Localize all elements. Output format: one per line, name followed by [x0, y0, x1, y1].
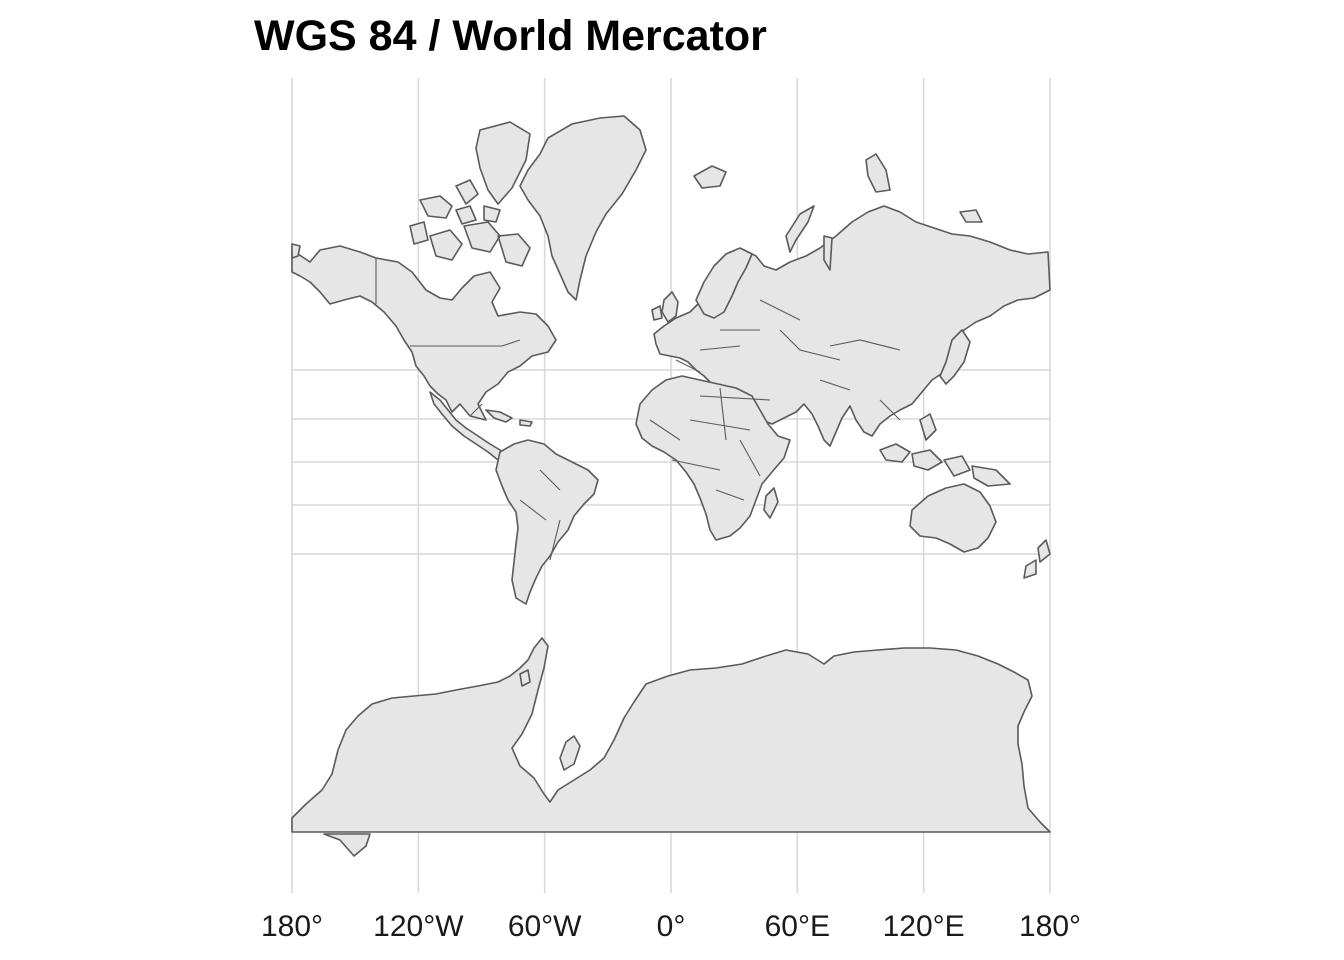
new-zealand — [1023, 539, 1051, 579]
arctic-islands — [409, 121, 531, 267]
scandinavia — [695, 247, 753, 319]
x-axis-labels: 180° 120°W 60°W 0° 60°E 120°E 180° — [261, 910, 1081, 943]
caribbean-islands — [485, 409, 533, 427]
x-tick-label: 120°E — [883, 910, 965, 943]
country-borders — [375, 258, 901, 561]
map-title: WGS 84 / World Mercator — [254, 12, 767, 60]
landmasses — [291, 115, 1051, 857]
south-america — [495, 439, 599, 605]
arctic-russia-islands — [785, 153, 983, 271]
x-tick-label: 120°W — [373, 910, 464, 943]
north-america — [291, 245, 557, 421]
africa — [635, 375, 791, 541]
greenland — [519, 115, 647, 301]
australia — [909, 483, 997, 553]
antarctica — [291, 637, 1051, 833]
chukotka-west — [291, 243, 301, 259]
japan — [939, 329, 971, 385]
x-tick-label: 60°E — [765, 910, 830, 943]
x-tick-label: 180° — [1019, 910, 1081, 943]
x-tick-label: 180° — [261, 910, 323, 943]
antarctica-edge — [323, 833, 371, 857]
antarctic-islands — [519, 669, 581, 771]
iceland — [693, 165, 727, 189]
madagascar — [763, 487, 779, 519]
british-isles — [651, 291, 679, 323]
x-tick-label: 0° — [657, 910, 686, 943]
indonesia-philippines — [879, 413, 1011, 487]
x-tick-label: 60°W — [508, 910, 582, 943]
